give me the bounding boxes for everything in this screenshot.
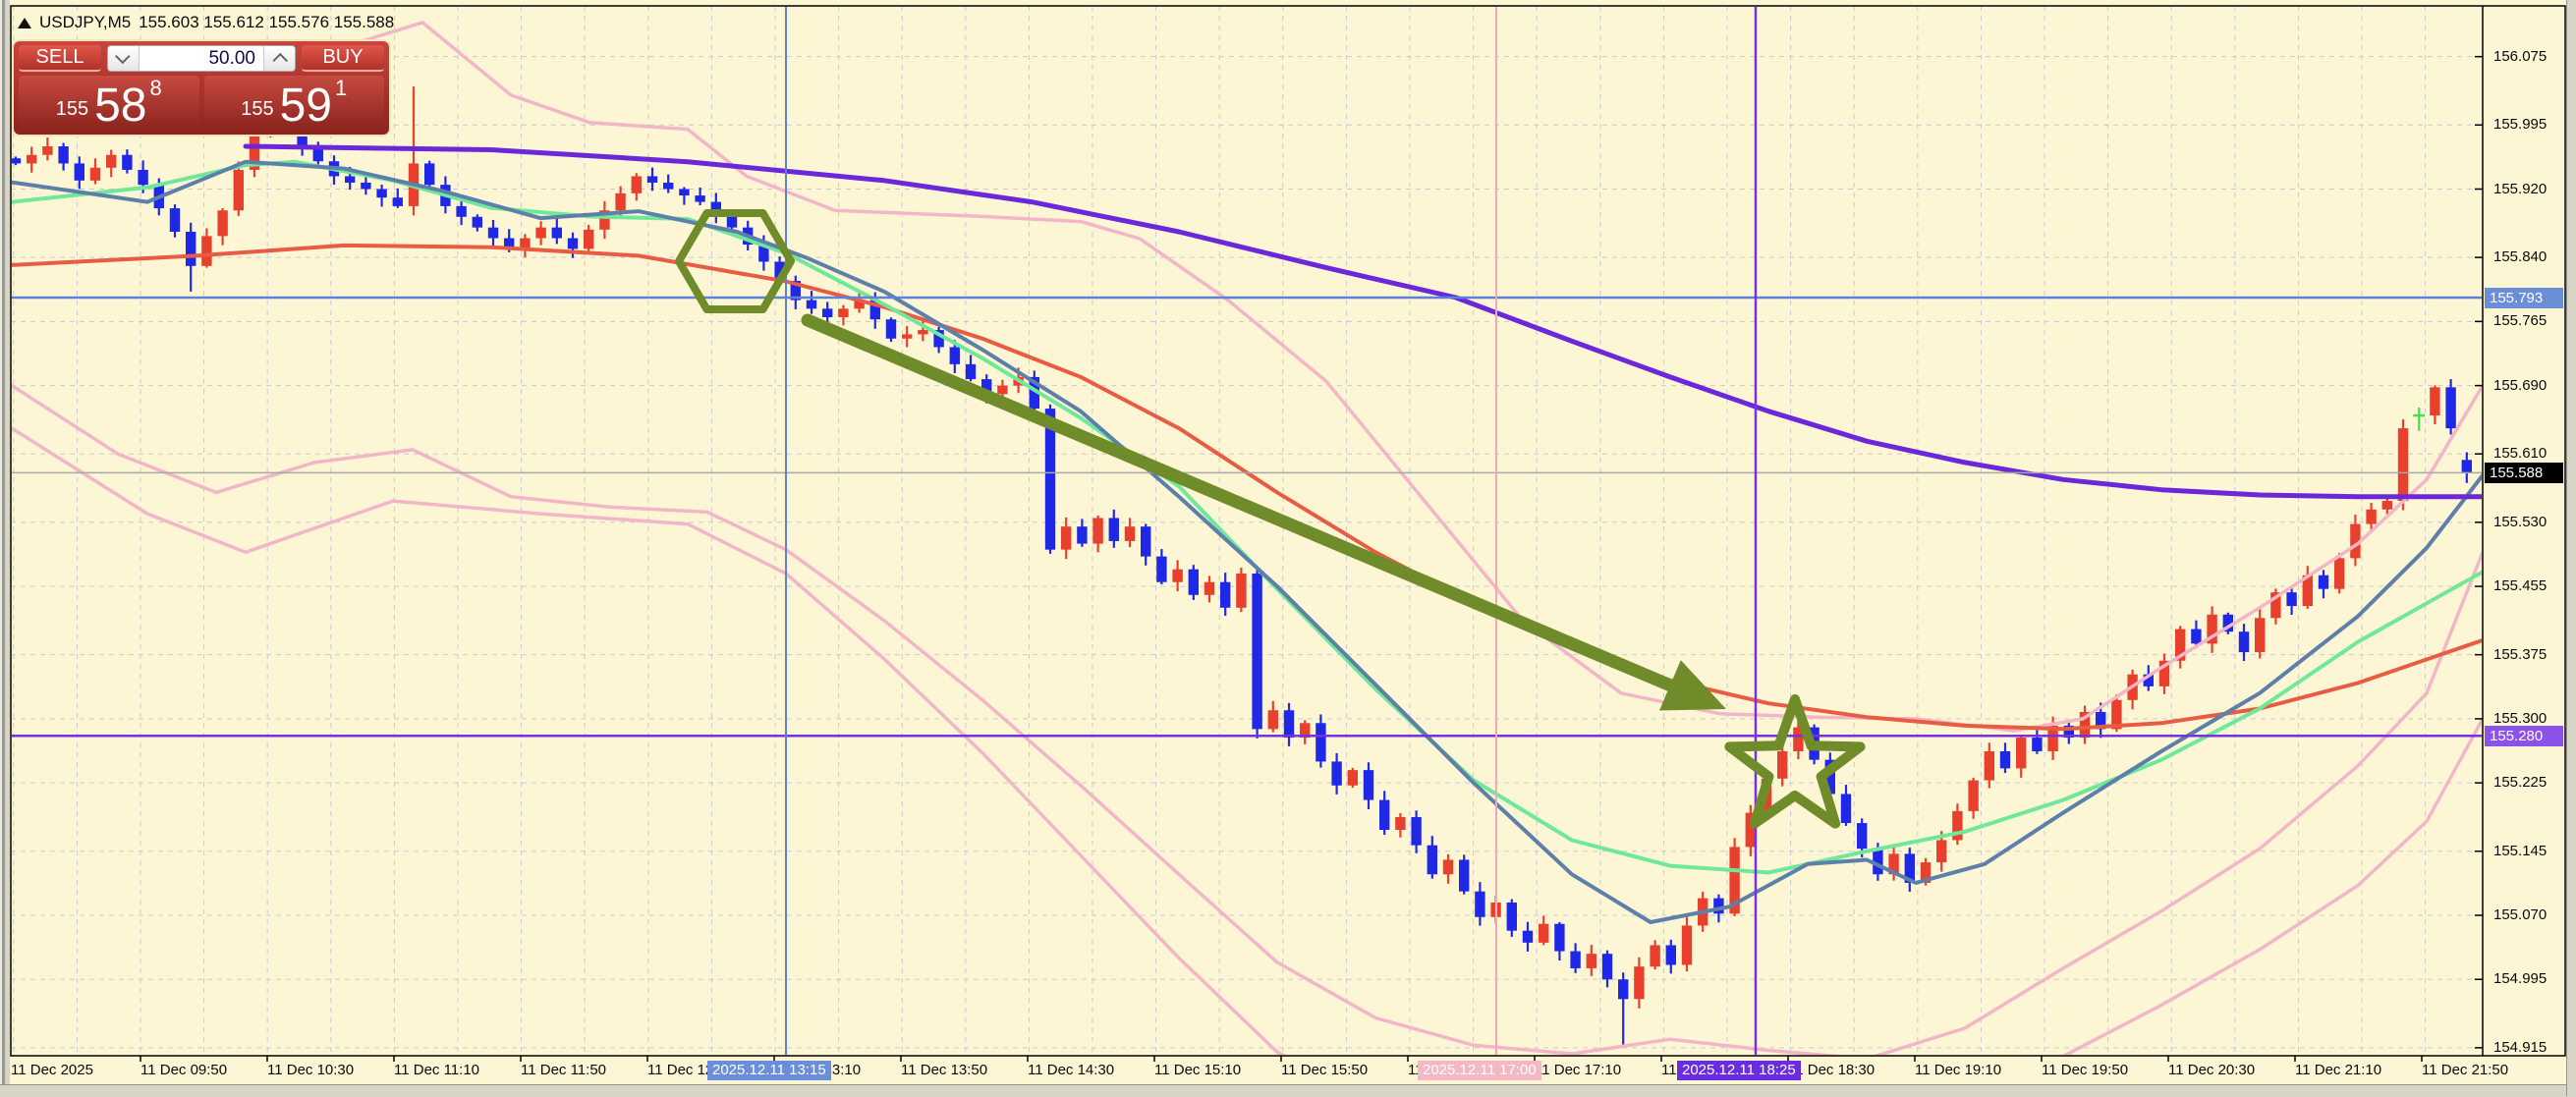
price-tag: 155.588 — [2485, 462, 2563, 483]
time-axis-label: 11 Dec 20:30 — [2168, 1062, 2256, 1078]
price-axis-label: 155.300 — [2493, 709, 2548, 727]
symbol-triangle-icon — [18, 17, 31, 28]
time-axis-label: 11 Dec 11:50 — [521, 1062, 607, 1078]
trade-panel-price-row: 155 58 8 155 59 1 — [19, 76, 384, 131]
time-axis-label: 11 Dec 2025 — [11, 1062, 93, 1078]
bid-price-main: 58 — [94, 79, 147, 132]
time-axis-label: 11 Dec 21:50 — [2422, 1062, 2509, 1078]
chart-frame — [10, 5, 2566, 1057]
plot-area — [12, 7, 2482, 1055]
window-right-edge — [2566, 0, 2576, 1096]
time-axis-label: 11 Dec 10:30 — [267, 1062, 355, 1078]
volume-input[interactable] — [140, 46, 263, 71]
volume-increase-button[interactable] — [263, 46, 295, 71]
indicator-line-pink_lower — [12, 426, 2482, 1055]
price-axis-label: 154.995 — [2493, 970, 2548, 988]
price-axis-label: 155.610 — [2493, 445, 2548, 463]
trade-panel: SELL BUY 155 58 8 155 59 1 — [12, 39, 391, 137]
time-axis-label: 11 Dec 15:50 — [1281, 1062, 1369, 1078]
time-axis-label: 11 Dec 19:50 — [2042, 1062, 2129, 1078]
indicator-line-green — [12, 159, 2482, 875]
chevron-down-icon — [115, 48, 131, 65]
price-axis-label: 154.915 — [2493, 1038, 2548, 1056]
time-axis-label: 11 Dec 19:10 — [1915, 1062, 2002, 1078]
chart-ohlc-values: 155.603 155.612 155.576 155.588 — [139, 13, 395, 31]
indicator-line-orange — [12, 243, 2482, 732]
volume-spinner — [107, 45, 296, 72]
chart-title: USDJPY,M5 155.603 155.612 155.576 155.58… — [18, 13, 394, 32]
price-axis-label: 155.225 — [2493, 774, 2548, 792]
price-axis-label: 156.075 — [2493, 47, 2548, 65]
time-axis-label: 11 Dec 09:50 — [140, 1062, 228, 1078]
indicator-line-pink_upper — [332, 21, 2482, 733]
window-bottom-edge — [0, 1084, 2576, 1097]
time-tag: 2025.12.11 13:15 — [707, 1061, 831, 1080]
price-axis-label: 155.995 — [2493, 116, 2548, 134]
price-axis-label: 155.530 — [2493, 513, 2548, 530]
time-tag: 2025.12.11 18:25 — [1677, 1061, 1801, 1080]
chevron-up-icon — [272, 52, 288, 69]
arrow-annotation — [801, 313, 1677, 692]
grid — [12, 7, 2482, 1055]
price-axis-label: 155.145 — [2493, 842, 2548, 859]
time-axis-label: 11 Dec 13:50 — [901, 1062, 988, 1078]
window-left-edge — [0, 0, 10, 1096]
price-axis-label: 155.765 — [2493, 312, 2548, 330]
bid-price-box[interactable]: 155 58 8 — [19, 76, 199, 131]
volume-decrease-button[interactable] — [108, 46, 140, 71]
price-axis-label: 155.690 — [2493, 376, 2548, 394]
candles — [12, 86, 2472, 1046]
price-axis-label: 155.375 — [2493, 645, 2548, 663]
price-tag: 155.280 — [2485, 725, 2563, 746]
bid-price-prefix: 155 — [55, 98, 89, 120]
trade-panel-top-row: SELL BUY — [19, 45, 384, 72]
time-axis-label: 11 Dec 15:10 — [1154, 1062, 1242, 1078]
time-tag: 2025.12.11 17:00 — [1418, 1061, 1541, 1080]
sell-button[interactable]: SELL — [19, 45, 101, 72]
indicator-line-pink_mid — [12, 383, 2482, 1055]
time-axis-label: 11 Dec 14:30 — [1028, 1062, 1115, 1078]
ask-price-prefix: 155 — [241, 98, 274, 120]
time-axis-label: 11 Dec 11:10 — [394, 1062, 480, 1078]
hexagon-annotation — [675, 209, 795, 313]
star-annotation — [1724, 694, 1866, 829]
indicator-line-purple — [243, 143, 2482, 500]
time-axis-label: 11 Dec 18:30 — [1788, 1062, 1876, 1078]
bid-price-pip: 8 — [149, 76, 162, 100]
time-axis-label: 11 Dec 17:10 — [1535, 1062, 1622, 1078]
arrow-head-annotation — [1659, 660, 1726, 711]
price-axis-label: 155.840 — [2493, 248, 2548, 266]
buy-button[interactable]: BUY — [302, 45, 384, 72]
price-tag: 155.793 — [2485, 287, 2563, 308]
time-axis-label: 11 Dec 21:10 — [2295, 1062, 2382, 1078]
price-axis-label: 155.455 — [2493, 577, 2548, 595]
indicator-line-steel — [12, 159, 2482, 924]
price-axis-label: 155.920 — [2493, 180, 2548, 197]
chart-symbol-timeframe: USDJPY,M5 — [39, 13, 132, 31]
ask-price-pip: 1 — [335, 76, 348, 100]
ask-price-main: 59 — [279, 79, 332, 132]
price-axis-label: 155.070 — [2493, 906, 2548, 923]
ask-price-box[interactable]: 155 59 1 — [203, 76, 384, 132]
